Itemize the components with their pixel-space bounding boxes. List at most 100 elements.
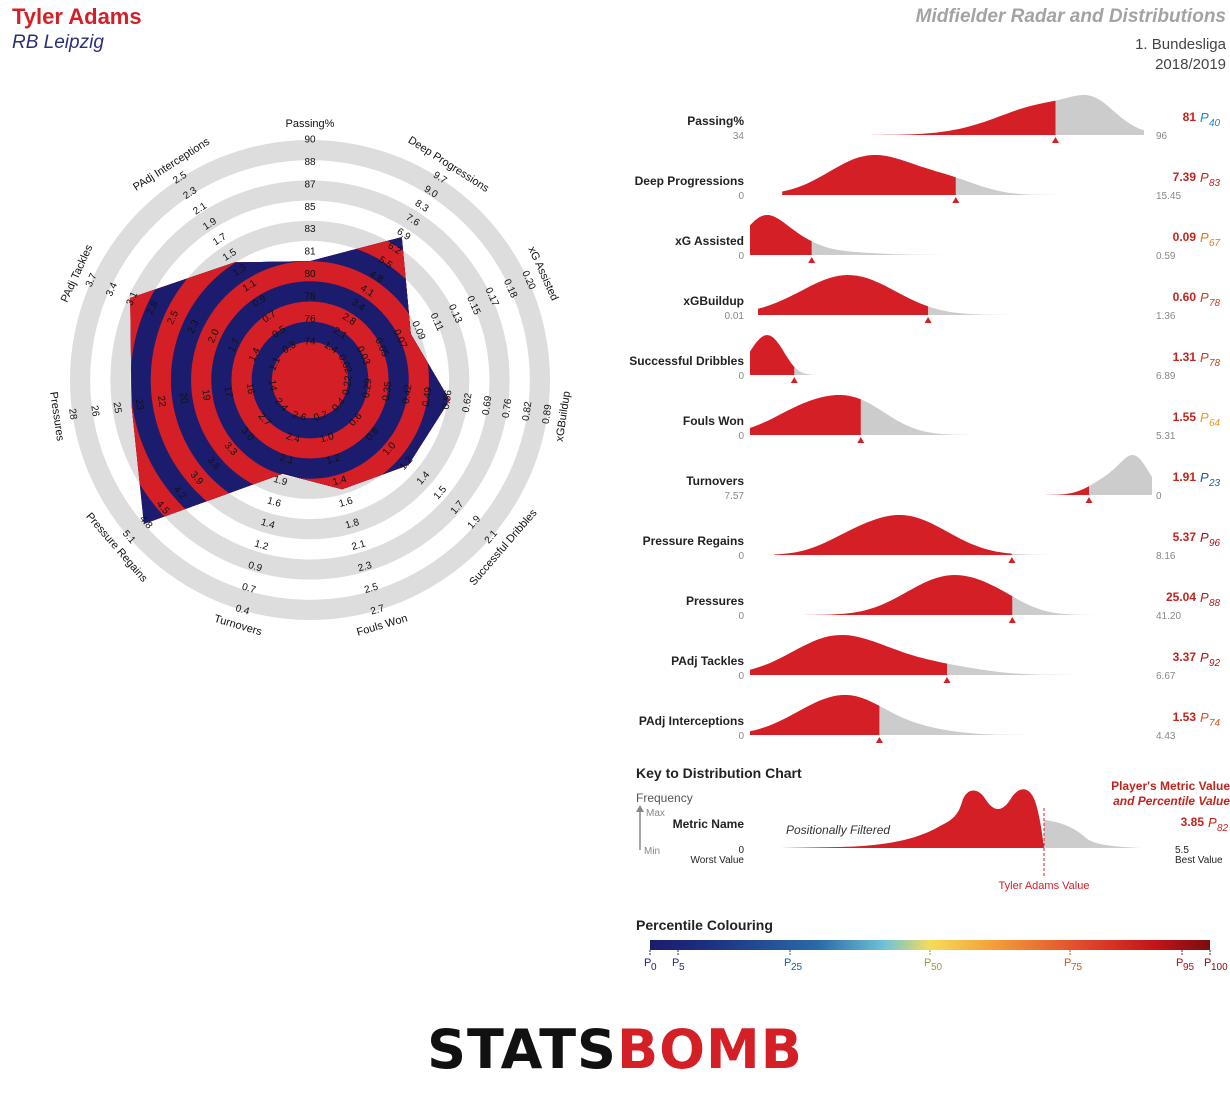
key-worst-label: Worst Value — [690, 855, 744, 866]
distribution-value-marker — [1008, 617, 1016, 623]
distribution-best-value: 41.20 — [1156, 611, 1181, 622]
radar-tick-label: 2.5 — [363, 581, 380, 596]
radar-tick-label: 2.8 — [145, 299, 161, 317]
scale-title: Percentile Colouring — [636, 917, 773, 933]
distribution-player-value: 1.31 — [1173, 350, 1197, 364]
distribution-worst-value: 0 — [738, 671, 744, 682]
radar-tick-label: 16 — [244, 382, 257, 395]
radar-tick-label: 22 — [155, 395, 168, 408]
radar-tick-label: 2.1 — [278, 452, 295, 467]
radar-tick-label: 14 — [266, 379, 279, 392]
logo-stats-text: STATS — [427, 1018, 617, 1081]
distribution-grey-area — [1089, 455, 1152, 495]
radar-tick-label: 2.0 — [206, 327, 222, 345]
scale-tick-p: P — [644, 957, 651, 969]
distribution-grey-area — [1011, 553, 1124, 555]
radar-tick-label: 81 — [304, 247, 316, 258]
radar-tick-label: 1.9 — [272, 474, 289, 489]
distribution-metric-label: Deep Progressions — [635, 174, 745, 188]
distribution-red-area — [790, 100, 1056, 135]
distribution-player-value: 5.37 — [1173, 530, 1197, 544]
key-frequency-label: Frequency — [636, 791, 693, 805]
distribution-metric-label: Pressures — [686, 594, 744, 608]
distribution-percentile-p: P — [1200, 530, 1209, 545]
distribution-red-area — [806, 575, 1013, 615]
key-example-grey-area — [1044, 820, 1140, 848]
distribution-grey-area — [1055, 95, 1144, 135]
radar-tick-label: 0.62 — [461, 392, 475, 413]
radar-tick-label: 1.6 — [266, 495, 283, 510]
distribution-value-marker — [943, 677, 951, 683]
team-name: RB Leipzig — [12, 32, 104, 53]
competition-label: 1. Bundesliga — [1135, 36, 1226, 53]
distribution-grey-area — [1012, 596, 1144, 615]
distribution-best-value: 5.31 — [1156, 431, 1176, 442]
radar-tick-label: 1.2 — [253, 538, 270, 553]
distribution-row: xG Assisted 0 0.59 0.09 P 67 — [675, 215, 1221, 263]
radar-tick-label: 74 — [304, 336, 316, 347]
distribution-grey-area — [811, 241, 1136, 255]
radar-tick-label: 28 — [66, 408, 79, 421]
distribution-percentile-p: P — [1200, 710, 1209, 725]
scale-ticks: P 0 P 5 P 25 P 50 P 75 P 95 P 100 — [644, 950, 1228, 973]
radar-tick-label: 90 — [304, 135, 316, 146]
distribution-row: Pressure Regains 0 8.16 5.37 P 96 — [643, 515, 1221, 563]
radar-tick-label: 0.7 — [313, 409, 330, 424]
radar-tick-label: 2.3 — [357, 560, 374, 575]
distribution-player-value: 3.37 — [1173, 650, 1197, 664]
radar-tick-label: 88 — [304, 157, 316, 168]
key-player-metric-line2: and Percentile Value — [1113, 794, 1230, 808]
distribution-worst-value: 7.57 — [725, 491, 745, 502]
distribution-player-value: 7.39 — [1173, 170, 1197, 184]
distribution-percentile-p: P — [1200, 410, 1209, 425]
radar-tick-label: 85 — [304, 202, 316, 213]
radar-tick-label: 1.0 — [319, 431, 336, 446]
scale-tick-p: P — [1176, 957, 1183, 969]
scale-tick-p: P — [1064, 957, 1071, 969]
scale-tick-p: P — [924, 957, 931, 969]
distribution-player-value: 81 — [1183, 110, 1197, 124]
key-best-label: Best Value — [1175, 855, 1223, 866]
radar-tick-label: 2.7 — [369, 603, 386, 618]
distribution-row: Passing% 34 96 81 P 40 — [687, 95, 1221, 143]
key-example-red-area — [780, 789, 1044, 848]
distribution-metric-label: xGBuildup — [683, 294, 744, 308]
radar-tick-label: 17 — [222, 386, 235, 399]
scale-tick-p: P — [784, 957, 791, 969]
radar-tick-label: 2.5 — [165, 309, 181, 327]
distribution-grey-area — [947, 663, 1144, 675]
scale-tick-label: 75 — [1071, 962, 1083, 973]
radar-tick-label: 2.6 — [291, 409, 308, 424]
distribution-red-area — [750, 335, 795, 375]
distribution-value-marker — [1008, 557, 1016, 563]
distribution-row: Fouls Won 0 5.31 1.55 P 64 — [683, 395, 1221, 443]
radar-tick-label: 1.4 — [331, 474, 348, 489]
distribution-metric-label: Pressure Regains — [643, 534, 745, 548]
distribution-percentile-value: 96 — [1209, 538, 1221, 549]
radar-tick-label: 1.1 — [267, 355, 283, 373]
key-arrowhead — [636, 805, 644, 812]
distribution-row: PAdj Interceptions 0 4.43 1.53 P 74 — [639, 695, 1221, 743]
radar-tick-label: 25 — [111, 402, 124, 415]
radar-tick-label: 3.7 — [84, 271, 100, 289]
distribution-worst-value: 0 — [738, 551, 744, 562]
distribution-value-marker — [875, 737, 883, 743]
distribution-player-value: 25.04 — [1166, 590, 1196, 604]
distribution-percentile-p: P — [1200, 170, 1209, 185]
distribution-percentile-value: 67 — [1209, 238, 1221, 249]
distribution-percentile-p: P — [1200, 290, 1209, 305]
radar-tick-label: 0.42 — [401, 383, 415, 404]
distribution-key: Key to Distribution Chart Frequency Max … — [636, 765, 1230, 892]
distribution-red-area — [750, 635, 947, 675]
key-example-percentile: 82 — [1217, 823, 1229, 834]
radar-tick-label: 0.9 — [247, 560, 264, 575]
distribution-player-value: 1.53 — [1173, 710, 1197, 724]
distribution-worst-value: 0.01 — [725, 311, 745, 322]
distribution-metric-label: xG Assisted — [675, 234, 744, 248]
radar-tick-label: 19 — [199, 389, 212, 402]
key-max-label: Max — [646, 808, 665, 819]
distribution-red-area — [758, 275, 929, 315]
report-title: Midfielder Radar and Distributions — [915, 6, 1226, 27]
radar-tick-label: 78 — [304, 292, 316, 303]
distribution-percentile-p: P — [1200, 230, 1209, 245]
